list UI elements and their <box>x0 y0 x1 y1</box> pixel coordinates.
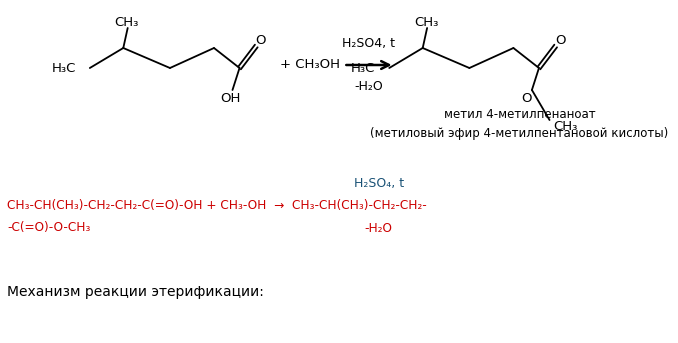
Text: O: O <box>521 92 532 105</box>
Text: -H₂O: -H₂O <box>365 222 393 235</box>
Text: H₃C: H₃C <box>52 61 76 74</box>
Text: CH₃: CH₃ <box>414 15 439 28</box>
Text: H₂SO4, t: H₂SO4, t <box>342 36 395 49</box>
Text: CH₃: CH₃ <box>115 15 139 28</box>
Text: CH₃: CH₃ <box>553 119 578 132</box>
Text: OH: OH <box>220 92 241 105</box>
Text: (метиловый эфир 4-метилпентановой кислоты): (метиловый эфир 4-метилпентановой кислот… <box>370 127 669 140</box>
Text: + CH₃OH: + CH₃OH <box>280 59 340 71</box>
Text: H₃C: H₃C <box>351 61 375 74</box>
Text: O: O <box>256 34 266 47</box>
Text: CH₃-CH(CH₃)-CH₂-CH₂-C(=O)-OH + CH₃-OH  →  CH₃-CH(CH₃)-CH₂-CH₂-: CH₃-CH(CH₃)-CH₂-CH₂-C(=O)-OH + CH₃-OH → … <box>7 199 426 212</box>
Text: Механизм реакции этерификации:: Механизм реакции этерификации: <box>7 285 264 299</box>
Text: -H₂O: -H₂O <box>355 81 383 94</box>
Text: метил 4-метилпенаноат: метил 4-метилпенаноат <box>444 108 595 121</box>
Text: H₂SO₄, t: H₂SO₄, t <box>354 177 403 189</box>
Text: -C(=O)-O-CH₃: -C(=O)-O-CH₃ <box>7 222 90 235</box>
Text: O: O <box>555 34 565 47</box>
